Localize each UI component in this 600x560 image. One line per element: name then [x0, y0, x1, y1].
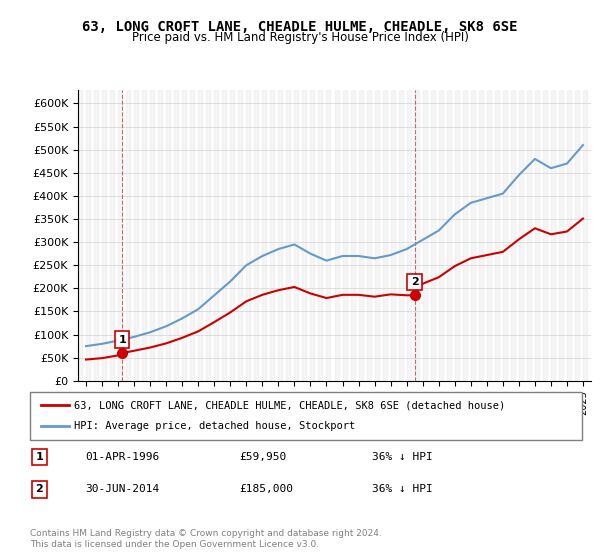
Bar — [575, 90, 579, 381]
Bar — [407, 90, 410, 381]
Bar — [254, 90, 259, 381]
Bar — [190, 90, 194, 381]
Text: 30-JUN-2014: 30-JUN-2014 — [85, 484, 160, 494]
Text: Contains HM Land Registry data © Crown copyright and database right 2024.
This d: Contains HM Land Registry data © Crown c… — [30, 529, 382, 549]
Bar — [583, 90, 587, 381]
Text: 36% ↓ HPI: 36% ↓ HPI — [372, 484, 433, 494]
Bar — [319, 90, 322, 381]
Text: Price paid vs. HM Land Registry's House Price Index (HPI): Price paid vs. HM Land Registry's House … — [131, 31, 469, 44]
Bar — [174, 90, 178, 381]
Bar — [503, 90, 507, 381]
Bar — [447, 90, 451, 381]
Bar — [326, 90, 331, 381]
Bar — [343, 90, 347, 381]
Bar — [118, 90, 122, 381]
Bar — [182, 90, 186, 381]
Text: 63, LONG CROFT LANE, CHEADLE HULME, CHEADLE, SK8 6SE (detached house): 63, LONG CROFT LANE, CHEADLE HULME, CHEA… — [74, 400, 505, 410]
Bar — [374, 90, 379, 381]
Text: 63, LONG CROFT LANE, CHEADLE HULME, CHEADLE, SK8 6SE: 63, LONG CROFT LANE, CHEADLE HULME, CHEA… — [82, 20, 518, 34]
Bar — [359, 90, 362, 381]
Text: 36% ↓ HPI: 36% ↓ HPI — [372, 452, 433, 462]
Bar — [126, 90, 130, 381]
Bar — [335, 90, 338, 381]
Bar — [527, 90, 531, 381]
Bar — [391, 90, 395, 381]
Bar — [551, 90, 555, 381]
Bar — [247, 90, 250, 381]
FancyBboxPatch shape — [30, 392, 582, 440]
Bar — [286, 90, 290, 381]
Bar — [310, 90, 314, 381]
Text: HPI: Average price, detached house, Stockport: HPI: Average price, detached house, Stoc… — [74, 421, 355, 431]
Bar — [230, 90, 235, 381]
Bar — [78, 90, 82, 381]
Bar — [398, 90, 403, 381]
Text: 2: 2 — [411, 277, 419, 287]
Text: £185,000: £185,000 — [240, 484, 294, 494]
Bar — [262, 90, 266, 381]
Bar — [599, 90, 600, 381]
Bar — [422, 90, 427, 381]
Bar — [471, 90, 475, 381]
Bar — [511, 90, 515, 381]
Bar — [350, 90, 355, 381]
Bar — [86, 90, 90, 381]
Bar — [278, 90, 283, 381]
Bar — [455, 90, 459, 381]
Text: 1: 1 — [35, 452, 43, 462]
Bar — [463, 90, 467, 381]
Bar — [535, 90, 539, 381]
Bar — [479, 90, 483, 381]
Bar — [367, 90, 371, 381]
Bar — [238, 90, 242, 381]
Bar — [166, 90, 170, 381]
Text: £59,950: £59,950 — [240, 452, 287, 462]
Bar — [134, 90, 138, 381]
Bar — [495, 90, 499, 381]
Bar — [206, 90, 210, 381]
Bar — [94, 90, 98, 381]
Text: 01-APR-1996: 01-APR-1996 — [85, 452, 160, 462]
Bar — [158, 90, 162, 381]
Bar — [383, 90, 386, 381]
Bar — [415, 90, 419, 381]
Bar — [214, 90, 218, 381]
Bar — [302, 90, 307, 381]
Bar — [110, 90, 114, 381]
Bar — [519, 90, 523, 381]
Bar — [295, 90, 298, 381]
Bar — [271, 90, 274, 381]
Text: 2: 2 — [35, 484, 43, 494]
Bar — [567, 90, 571, 381]
Bar — [559, 90, 563, 381]
Bar — [142, 90, 146, 381]
Bar — [198, 90, 202, 381]
Bar — [591, 90, 595, 381]
Bar — [439, 90, 443, 381]
Bar — [102, 90, 106, 381]
Bar — [150, 90, 154, 381]
Bar — [222, 90, 226, 381]
Text: 1: 1 — [118, 335, 126, 345]
Bar — [543, 90, 547, 381]
Bar — [431, 90, 434, 381]
Bar — [487, 90, 491, 381]
